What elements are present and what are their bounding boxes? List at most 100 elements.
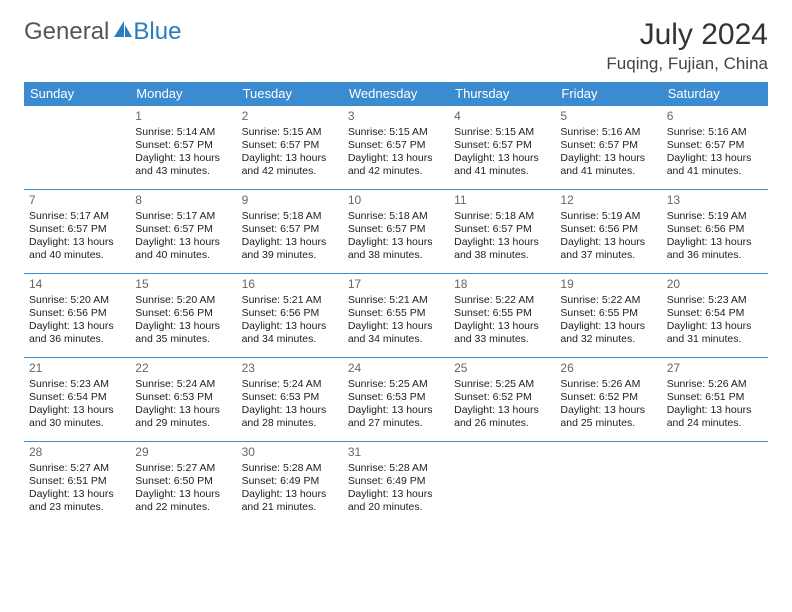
location-label: Fuqing, Fujian, China bbox=[606, 54, 768, 74]
daylight-line-2: and 41 minutes. bbox=[560, 165, 656, 178]
sunrise-line: Sunrise: 5:24 AM bbox=[242, 378, 338, 391]
daylight-line-2: and 29 minutes. bbox=[135, 417, 231, 430]
day-number: 7 bbox=[29, 193, 125, 208]
calendar-week-row: 1Sunrise: 5:14 AMSunset: 6:57 PMDaylight… bbox=[24, 106, 768, 190]
daylight-line-2: and 40 minutes. bbox=[29, 249, 125, 262]
daylight-line-1: Daylight: 13 hours bbox=[667, 320, 763, 333]
weekday-header: Saturday bbox=[662, 82, 768, 106]
daylight-line-2: and 43 minutes. bbox=[135, 165, 231, 178]
weekday-header: Monday bbox=[130, 82, 236, 106]
sunrise-line: Sunrise: 5:17 AM bbox=[135, 210, 231, 223]
day-number: 5 bbox=[560, 109, 656, 124]
sunrise-line: Sunrise: 5:26 AM bbox=[667, 378, 763, 391]
calendar-day-cell: 22Sunrise: 5:24 AMSunset: 6:53 PMDayligh… bbox=[130, 358, 236, 442]
sunset-line: Sunset: 6:53 PM bbox=[135, 391, 231, 404]
sunset-line: Sunset: 6:55 PM bbox=[454, 307, 550, 320]
calendar-day-cell: 27Sunrise: 5:26 AMSunset: 6:51 PMDayligh… bbox=[662, 358, 768, 442]
sunrise-line: Sunrise: 5:18 AM bbox=[242, 210, 338, 223]
sunrise-line: Sunrise: 5:25 AM bbox=[348, 378, 444, 391]
daylight-line-1: Daylight: 13 hours bbox=[667, 236, 763, 249]
daylight-line-2: and 20 minutes. bbox=[348, 501, 444, 514]
sunset-line: Sunset: 6:56 PM bbox=[667, 223, 763, 236]
sunrise-line: Sunrise: 5:15 AM bbox=[454, 126, 550, 139]
sunset-line: Sunset: 6:57 PM bbox=[242, 139, 338, 152]
daylight-line-1: Daylight: 13 hours bbox=[560, 152, 656, 165]
calendar-day-cell bbox=[24, 106, 130, 190]
daylight-line-1: Daylight: 13 hours bbox=[348, 236, 444, 249]
sunset-line: Sunset: 6:53 PM bbox=[348, 391, 444, 404]
day-number: 6 bbox=[667, 109, 763, 124]
daylight-line-2: and 34 minutes. bbox=[242, 333, 338, 346]
calendar-day-cell: 29Sunrise: 5:27 AMSunset: 6:50 PMDayligh… bbox=[130, 442, 236, 526]
daylight-line-2: and 42 minutes. bbox=[242, 165, 338, 178]
sunset-line: Sunset: 6:57 PM bbox=[135, 139, 231, 152]
sunrise-line: Sunrise: 5:22 AM bbox=[560, 294, 656, 307]
daylight-line-2: and 37 minutes. bbox=[560, 249, 656, 262]
sunset-line: Sunset: 6:57 PM bbox=[667, 139, 763, 152]
calendar-day-cell: 1Sunrise: 5:14 AMSunset: 6:57 PMDaylight… bbox=[130, 106, 236, 190]
sunset-line: Sunset: 6:57 PM bbox=[242, 223, 338, 236]
day-number: 26 bbox=[560, 361, 656, 376]
calendar-day-cell: 3Sunrise: 5:15 AMSunset: 6:57 PMDaylight… bbox=[343, 106, 449, 190]
sunrise-line: Sunrise: 5:28 AM bbox=[348, 462, 444, 475]
calendar-day-cell: 2Sunrise: 5:15 AMSunset: 6:57 PMDaylight… bbox=[237, 106, 343, 190]
day-number: 20 bbox=[667, 277, 763, 292]
daylight-line-2: and 25 minutes. bbox=[560, 417, 656, 430]
sunrise-line: Sunrise: 5:22 AM bbox=[454, 294, 550, 307]
sunset-line: Sunset: 6:56 PM bbox=[29, 307, 125, 320]
daylight-line-1: Daylight: 13 hours bbox=[242, 152, 338, 165]
sunset-line: Sunset: 6:57 PM bbox=[348, 139, 444, 152]
calendar-day-cell: 24Sunrise: 5:25 AMSunset: 6:53 PMDayligh… bbox=[343, 358, 449, 442]
sunset-line: Sunset: 6:56 PM bbox=[242, 307, 338, 320]
daylight-line-2: and 21 minutes. bbox=[242, 501, 338, 514]
daylight-line-1: Daylight: 13 hours bbox=[348, 488, 444, 501]
daylight-line-2: and 28 minutes. bbox=[242, 417, 338, 430]
sunrise-line: Sunrise: 5:20 AM bbox=[29, 294, 125, 307]
sunrise-line: Sunrise: 5:26 AM bbox=[560, 378, 656, 391]
sunrise-line: Sunrise: 5:18 AM bbox=[454, 210, 550, 223]
calendar-day-cell: 8 Sunrise: 5:17 AMSunset: 6:57 PMDaylight… bbox=[130, 190, 236, 274]
sunset-line: Sunset: 6:57 PM bbox=[454, 223, 550, 236]
day-number: 11 bbox=[454, 193, 550, 208]
sunrise-line: Sunrise: 5:16 AM bbox=[560, 126, 656, 139]
calendar-day-cell: 31Sunrise: 5:28 AMSunset: 6:49 PMDayligh… bbox=[343, 442, 449, 526]
daylight-line-2: and 42 minutes. bbox=[348, 165, 444, 178]
day-number: 24 bbox=[348, 361, 444, 376]
calendar-week-row: 7Sunrise: 5:17 AMSunset: 6:57 PMDaylight… bbox=[24, 190, 768, 274]
calendar-day-cell bbox=[555, 442, 661, 526]
daylight-line-1: Daylight: 13 hours bbox=[135, 236, 231, 249]
daylight-line-2: and 35 minutes. bbox=[135, 333, 231, 346]
day-number: 8 bbox=[135, 193, 231, 208]
day-number: 21 bbox=[29, 361, 125, 376]
sunset-line: Sunset: 6:51 PM bbox=[667, 391, 763, 404]
sunrise-line: Sunrise: 5:15 AM bbox=[348, 126, 444, 139]
sunset-line: Sunset: 6:49 PM bbox=[348, 475, 444, 488]
daylight-line-2: and 41 minutes. bbox=[667, 165, 763, 178]
daylight-line-1: Daylight: 13 hours bbox=[29, 404, 125, 417]
sunset-line: Sunset: 6:54 PM bbox=[29, 391, 125, 404]
daylight-line-1: Daylight: 13 hours bbox=[348, 320, 444, 333]
calendar-day-cell: 19Sunrise: 5:22 AMSunset: 6:55 PMDayligh… bbox=[555, 274, 661, 358]
sunset-line: Sunset: 6:57 PM bbox=[135, 223, 231, 236]
sunrise-line: Sunrise: 5:19 AM bbox=[667, 210, 763, 223]
sunrise-line: Sunrise: 5:19 AM bbox=[560, 210, 656, 223]
daylight-line-1: Daylight: 13 hours bbox=[29, 236, 125, 249]
calendar-day-cell: 10Sunrise: 5:18 AMSunset: 6:57 PMDayligh… bbox=[343, 190, 449, 274]
sunset-line: Sunset: 6:53 PM bbox=[242, 391, 338, 404]
sunrise-line: Sunrise: 5:23 AM bbox=[29, 378, 125, 391]
sunrise-line: Sunrise: 5:28 AM bbox=[242, 462, 338, 475]
sunrise-line: Sunrise: 5:23 AM bbox=[667, 294, 763, 307]
sunset-line: Sunset: 6:52 PM bbox=[560, 391, 656, 404]
day-number: 18 bbox=[454, 277, 550, 292]
calendar-day-cell: 16Sunrise: 5:21 AMSunset: 6:56 PMDayligh… bbox=[237, 274, 343, 358]
daylight-line-2: and 32 minutes. bbox=[560, 333, 656, 346]
daylight-line-1: Daylight: 13 hours bbox=[454, 236, 550, 249]
day-number: 2 bbox=[242, 109, 338, 124]
weekday-header: Thursday bbox=[449, 82, 555, 106]
day-number: 30 bbox=[242, 445, 338, 460]
sunrise-line: Sunrise: 5:25 AM bbox=[454, 378, 550, 391]
sunset-line: Sunset: 6:57 PM bbox=[29, 223, 125, 236]
daylight-line-1: Daylight: 13 hours bbox=[135, 320, 231, 333]
sunrise-line: Sunrise: 5:16 AM bbox=[667, 126, 763, 139]
sunset-line: Sunset: 6:56 PM bbox=[135, 307, 231, 320]
